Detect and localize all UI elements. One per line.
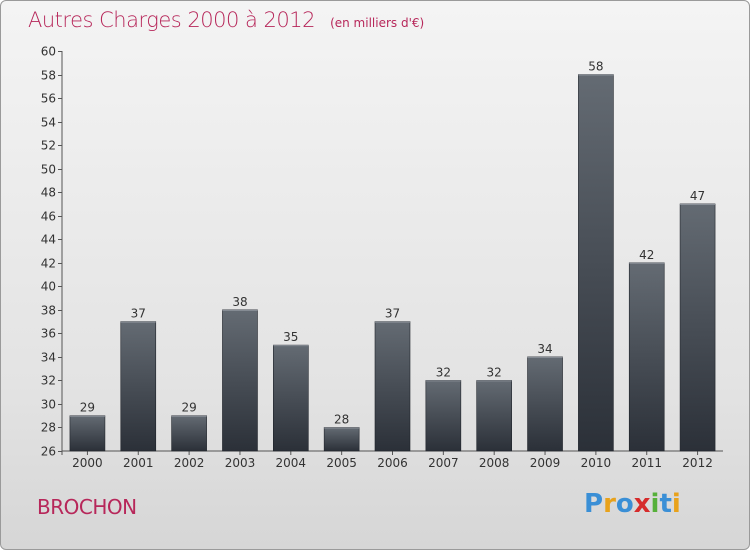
logo-letter: x [633, 489, 651, 519]
bar-2010 [578, 74, 614, 452]
bar-2012 [679, 203, 716, 452]
y-tick-label: 26 [41, 445, 56, 459]
y-tick-label: 34 [41, 351, 56, 365]
bar-2002 [171, 415, 207, 452]
chart-title-unit: (en milliers d'€) [330, 16, 425, 30]
y-tick-label: 50 [41, 163, 56, 177]
logo-letter: t [659, 489, 672, 519]
bar-2005 [323, 427, 360, 452]
x-tick-label: 2007 [428, 456, 459, 470]
bar-value-label: 29 [80, 401, 95, 415]
y-tick-label: 32 [41, 374, 56, 388]
bar-2007 [425, 380, 462, 452]
x-tick-label: 2010 [581, 456, 612, 470]
bar-value-label: 28 [334, 412, 349, 426]
bar-2006 [374, 321, 411, 452]
bar-value-label: 32 [487, 365, 502, 379]
y-tick-label: 60 [41, 45, 56, 59]
y-tick-label: 58 [41, 69, 56, 83]
bar-value-label: 35 [283, 330, 298, 344]
y-tick-label: 38 [41, 304, 56, 318]
bar-value-label: 29 [181, 401, 196, 415]
bar-2011 [628, 262, 665, 452]
x-tick-label: 2000 [72, 456, 103, 470]
y-tick-label: 40 [41, 280, 56, 294]
y-tick-label: 52 [41, 139, 56, 153]
y-tick-label: 42 [41, 257, 56, 271]
y-tick-label: 36 [41, 327, 56, 341]
bar-2003 [222, 309, 258, 452]
chart-axes: 26 28 30 32 34 36 38 40 42 44 46 48 50 52 54 56 58 60 [41, 45, 723, 459]
x-tick-label: 2002 [174, 456, 205, 470]
bar-value-label: 58 [588, 60, 603, 74]
y-tick-label: 30 [41, 398, 56, 412]
logo-letter: P [584, 489, 604, 519]
y-tick-label: 54 [41, 116, 56, 130]
logo-letter: r [603, 489, 616, 519]
y-tick-label: 46 [41, 210, 56, 224]
bar-value-label: 32 [436, 365, 451, 379]
x-tick-label: 2012 [682, 456, 713, 470]
bar-2008 [476, 380, 512, 452]
x-tick-label: 2006 [377, 456, 408, 470]
x-tick-label: 2001 [123, 456, 154, 470]
logo-letter: o [615, 489, 634, 519]
x-tick-label: 2008 [479, 456, 510, 470]
bar-2000 [69, 415, 106, 452]
y-tick-label: 48 [41, 186, 56, 200]
x-tick-label: 2011 [631, 456, 662, 470]
y-tick-label: 28 [41, 421, 56, 435]
bar-2009 [527, 356, 563, 452]
y-tick-label: 56 [41, 92, 56, 106]
x-tick-label: 2004 [276, 456, 307, 470]
x-tick-label: 2009 [530, 456, 561, 470]
chart-title: Autres Charges 2000 à 2012 (en milliers … [28, 8, 424, 32]
chart-title-main: Autres Charges 2000 à 2012 [28, 8, 315, 32]
bar-2004 [273, 344, 309, 452]
bar-value-label: 42 [639, 248, 654, 262]
y-tick-label: 44 [41, 233, 56, 247]
bar-value-label: 37 [385, 307, 400, 321]
x-tick-label: 2003 [225, 456, 256, 470]
logo-letter: i [671, 489, 681, 519]
proxiti-logo: Proxiti [584, 489, 681, 519]
logo-letter: i [650, 489, 660, 519]
town-name: BROCHON [37, 495, 137, 519]
bar-value-label: 37 [131, 307, 146, 321]
bar-value-label: 38 [232, 295, 247, 309]
bar-2001 [120, 321, 157, 452]
bar-value-label: 47 [690, 189, 705, 203]
chart-bars [69, 74, 716, 452]
x-tick-label: 2005 [326, 456, 357, 470]
bar-value-label: 34 [537, 342, 552, 356]
chart-labels: 29 2000 37 2001 29 2002 38 2003 35 2004 28 2005 37 20… [72, 60, 713, 470]
